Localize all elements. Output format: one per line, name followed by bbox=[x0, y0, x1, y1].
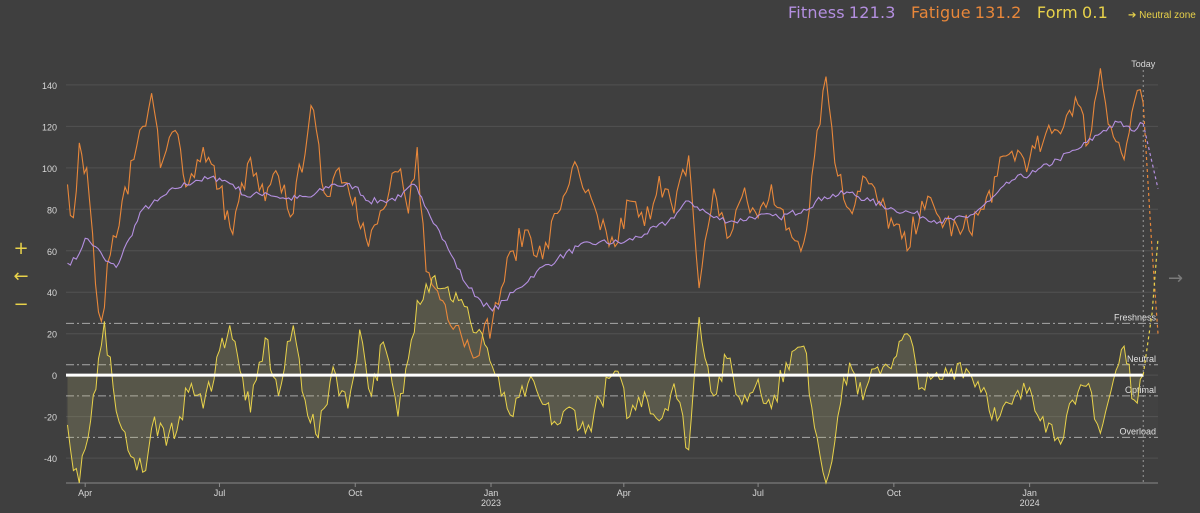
y-tick-label: -20 bbox=[44, 413, 57, 423]
legend-fatigue[interactable]: Fatigue 131.2 bbox=[911, 3, 1027, 22]
x-tick-label: Apr bbox=[617, 488, 631, 498]
chart-legend: Fitness 121.3 Fatigue 131.2 Form 0.1 bbox=[788, 3, 1118, 22]
legend-fatigue-label: Fatigue bbox=[910, 3, 971, 22]
x-tick-label: Jan bbox=[484, 488, 499, 498]
legend-form-value: 0.1 bbox=[1081, 3, 1109, 22]
y-tick-label: 40 bbox=[47, 288, 57, 298]
neutral-zone-toggle[interactable]: ➔ Neutral zone bbox=[1128, 10, 1196, 21]
legend-fitness[interactable]: Fitness 121.3 bbox=[788, 3, 901, 22]
back-arrow-icon[interactable]: ← bbox=[13, 266, 29, 287]
x-tick-year: 2024 bbox=[1020, 498, 1040, 508]
zoom-in-button[interactable]: + bbox=[13, 238, 29, 259]
x-tick-label: Apr bbox=[78, 488, 92, 498]
y-tick-label: -40 bbox=[44, 454, 57, 464]
zone-label: Freshness bbox=[1114, 312, 1157, 322]
form-area bbox=[67, 275, 1144, 483]
fitness-projection bbox=[1142, 123, 1159, 189]
y-tick-label: 80 bbox=[47, 205, 57, 215]
y-tick-label: 140 bbox=[42, 81, 57, 91]
legend-fatigue-value: 131.2 bbox=[974, 3, 1022, 22]
zone-label: Optimal bbox=[1125, 385, 1156, 395]
form-projection bbox=[1142, 238, 1159, 376]
zone-label: Neutral bbox=[1127, 354, 1156, 364]
x-tick-label: Jul bbox=[752, 488, 764, 498]
x-tick-label: Oct bbox=[887, 488, 902, 498]
fitness-line bbox=[67, 120, 1144, 312]
legend-form[interactable]: Form 0.1 bbox=[1037, 3, 1108, 22]
today-label: Today bbox=[1131, 59, 1156, 69]
y-tick-label: 100 bbox=[42, 164, 57, 174]
legend-form-label: Form bbox=[1036, 3, 1078, 22]
y-tick-label: 120 bbox=[42, 122, 57, 132]
zone-label: Overload bbox=[1119, 426, 1156, 436]
x-tick-year: 2023 bbox=[481, 498, 501, 508]
fatigue-line bbox=[66, 68, 1144, 359]
forward-arrow-icon[interactable]: → bbox=[1168, 268, 1184, 289]
y-tick-label: 0 bbox=[52, 371, 57, 381]
legend-fitness-value: 121.3 bbox=[848, 3, 896, 22]
y-tick-label: 60 bbox=[47, 247, 57, 257]
y-tick-label: 20 bbox=[47, 330, 57, 340]
zoom-out-button[interactable]: − bbox=[13, 294, 29, 315]
x-tick-label: Jul bbox=[214, 488, 226, 498]
x-tick-label: Jan bbox=[1022, 488, 1037, 498]
fatigue-projection bbox=[1142, 103, 1159, 334]
form-line bbox=[67, 274, 1144, 485]
legend-fitness-label: Fitness bbox=[788, 3, 845, 22]
x-tick-label: Oct bbox=[348, 488, 363, 498]
